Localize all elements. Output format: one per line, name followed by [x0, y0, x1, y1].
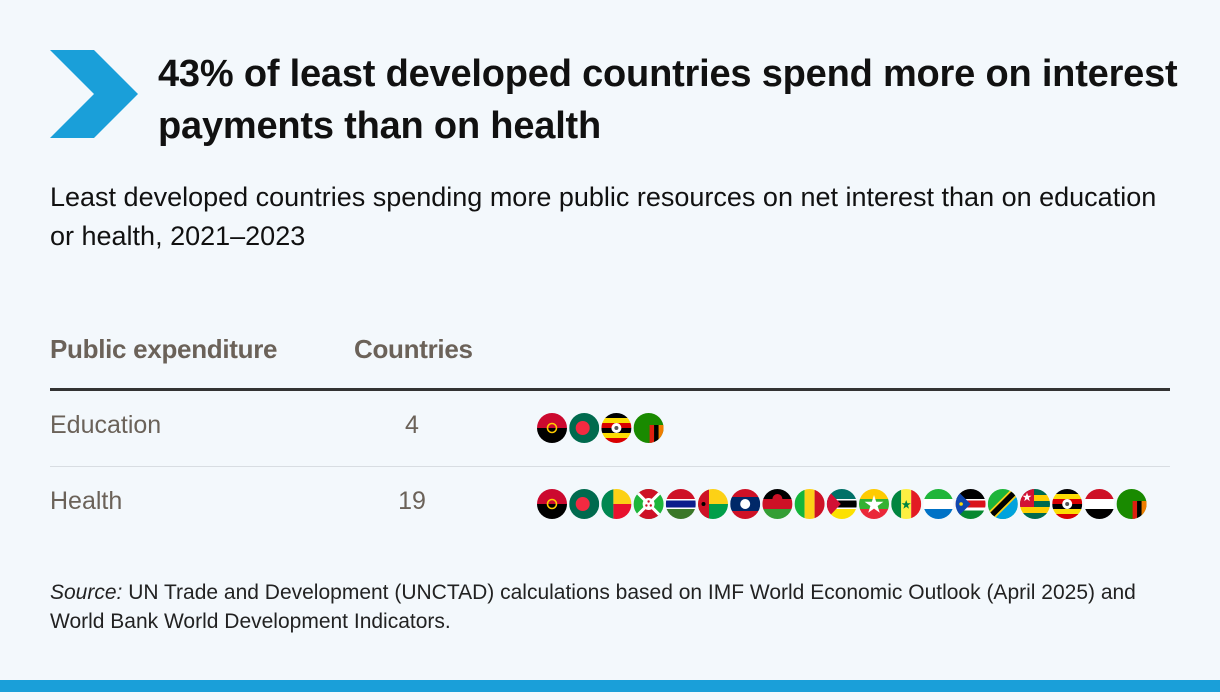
flag-senegal-icon	[891, 489, 922, 519]
source-label: Source:	[50, 581, 123, 604]
flag-mali-icon	[794, 489, 825, 519]
row-label: Health	[50, 487, 123, 515]
flag-bangladesh-icon	[569, 413, 600, 443]
table-row-health: Health 19	[50, 466, 1170, 542]
flag-uganda-icon	[601, 413, 632, 443]
flag-row-svg	[537, 413, 664, 443]
flag-list	[537, 413, 664, 443]
expenditure-table: Public expenditure Countries Education 4…	[50, 328, 1170, 542]
chevron-right-icon	[50, 50, 138, 138]
table-header: Public expenditure Countries	[50, 328, 1170, 391]
bottom-accent-bar	[0, 680, 1220, 692]
flag-laos-icon	[730, 489, 761, 519]
flag-guinea-bissau-icon	[698, 489, 728, 519]
source-text: UN Trade and Development (UNCTAD) calcul…	[50, 581, 1136, 633]
flag-sierra-leone-icon	[923, 489, 954, 519]
flag-angola-icon	[537, 413, 567, 443]
flag-myanmar-icon	[859, 489, 889, 519]
column-header-countries: Countries	[354, 334, 473, 364]
flag-list	[537, 489, 1147, 519]
source-note: Source: UN Trade and Development (UNCTAD…	[50, 578, 1180, 636]
flag-angola-icon	[537, 489, 567, 519]
table-row-education: Education 4	[50, 391, 1170, 466]
chart-title: 43% of least developed countries spend m…	[158, 53, 1178, 147]
flag-burundi-icon	[633, 489, 664, 519]
flag-benin-icon	[601, 489, 632, 519]
flag-uganda-icon	[1052, 489, 1083, 519]
chart-subtitle: Least developed countries spending more …	[50, 182, 1157, 251]
flag-togo-icon	[1020, 489, 1050, 519]
flag-tanzania-icon	[987, 489, 1018, 519]
flag-bangladesh-icon	[569, 489, 600, 519]
row-label: Education	[50, 411, 162, 439]
flag-yemen-icon	[1084, 489, 1115, 519]
flag-zambia-icon	[1116, 489, 1147, 519]
flag-south-sudan-icon	[955, 489, 986, 519]
flag-malawi-icon	[762, 489, 793, 519]
flag-zambia-icon	[633, 413, 664, 443]
row-count: 19	[398, 487, 426, 515]
row-count: 4	[405, 411, 419, 439]
column-header-expenditure: Public expenditure	[50, 334, 278, 364]
flag-row-svg	[537, 489, 1147, 519]
flag-gambia-icon	[665, 489, 696, 519]
flag-mozambique-icon	[826, 489, 857, 519]
